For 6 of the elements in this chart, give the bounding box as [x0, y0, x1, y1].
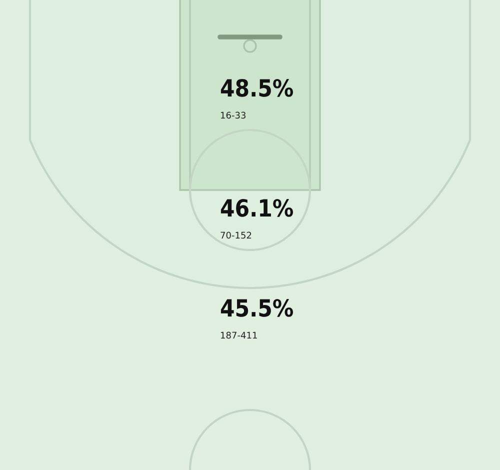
text: 187-411 — [220, 332, 257, 339]
data-label: 46.1% — [220, 198, 294, 217]
data-label: 45.5% — [220, 298, 294, 317]
text: 70-152 — [220, 232, 252, 239]
data-label: 48.5% — [220, 78, 294, 97]
text: 16-33 — [220, 112, 246, 119]
